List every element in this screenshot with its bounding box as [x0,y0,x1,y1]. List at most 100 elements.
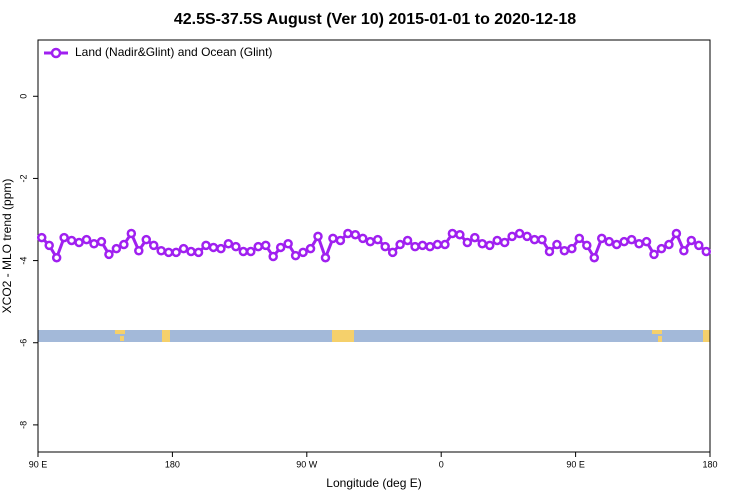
data-point [283,238,293,249]
data-point [649,249,659,260]
data-point [477,238,488,249]
data-point [328,233,338,244]
data-point [559,245,570,256]
data-point [387,247,398,258]
data-point [44,240,54,251]
legend-marker [50,47,62,59]
data-point [626,234,637,245]
data-point [372,234,383,245]
data-point [260,240,271,251]
data-point [193,247,204,258]
data-point [178,243,189,254]
data-point [238,246,249,257]
data-point [74,237,84,248]
data-point [119,239,129,250]
land-spot [115,330,125,334]
data-point [163,247,174,258]
data-point [343,228,353,239]
data-point [522,231,532,242]
y-tick-label: -8 [18,421,28,429]
data-point [253,241,264,252]
data-point [664,239,674,250]
data-point [156,245,166,256]
data-point [148,240,159,251]
data-point [231,241,241,252]
y-axis-label: XCO2 - MLO trend (ppm) [0,179,14,314]
data-point [335,235,346,246]
data-point [208,242,219,253]
data-point [81,234,92,245]
data-point [537,234,547,245]
data-point [104,249,114,260]
data-point [417,240,428,251]
y-tick-label: -2 [18,174,28,182]
data-point [440,239,450,250]
data-point [514,228,525,239]
land-spot [703,330,710,342]
land-spot [658,336,662,342]
data-point [619,236,629,247]
land-spot [332,330,354,342]
data-point [350,229,361,240]
data-point [611,239,622,250]
data-point [694,240,704,251]
x-tick-label: 90 E [29,459,48,469]
data-point [604,236,614,247]
chart-title: 42.5S-37.5S August (Ver 10) 2015-01-01 t… [174,11,576,28]
data-point [596,233,607,244]
data-point [216,243,226,254]
x-tick-label: 180 [702,459,717,469]
ocean-band [38,330,710,342]
data-point [186,246,196,257]
land-spot [652,330,662,334]
data-point [380,241,390,252]
y-tick-label: 0 [18,94,28,99]
data-point [268,251,278,262]
data-point [701,246,712,257]
data-point [432,239,443,250]
data-point [462,237,473,248]
surface-band [38,330,710,342]
data-point [59,232,69,243]
data-point [679,245,689,256]
data-point [275,242,286,253]
data-point [313,231,323,242]
data-point [455,229,465,240]
data-point [671,228,682,239]
data-point [89,238,99,249]
data-point [290,250,301,261]
data-point [126,228,137,239]
data-point [492,235,502,246]
data-point [529,234,540,245]
data-point [96,236,107,247]
data-point [36,232,47,243]
x-tick-label: 90 E [566,459,585,469]
data-point [641,236,652,247]
data-point [171,247,181,258]
data-point [246,246,256,257]
y-tick-label: -4 [18,257,28,265]
data-point [589,252,600,263]
data-point [552,239,562,250]
data-point [507,231,517,242]
data-point [499,237,510,248]
data-point [223,238,234,249]
data-point [201,240,211,251]
x-axis-label: Longitude (deg E) [326,476,421,490]
data-point [305,243,316,254]
data-point [484,240,495,251]
data-point [51,252,62,263]
data-point [358,233,368,244]
data-point [544,246,555,257]
plot-frame [37,39,711,453]
data-point [582,240,592,251]
data-point [634,238,644,249]
data-point [425,241,435,252]
data-point [141,234,152,245]
data-point [402,235,413,246]
x-tick-label: 90 W [296,459,318,469]
land-spot [120,336,124,341]
land-spot [162,330,170,342]
data-point [395,239,405,250]
